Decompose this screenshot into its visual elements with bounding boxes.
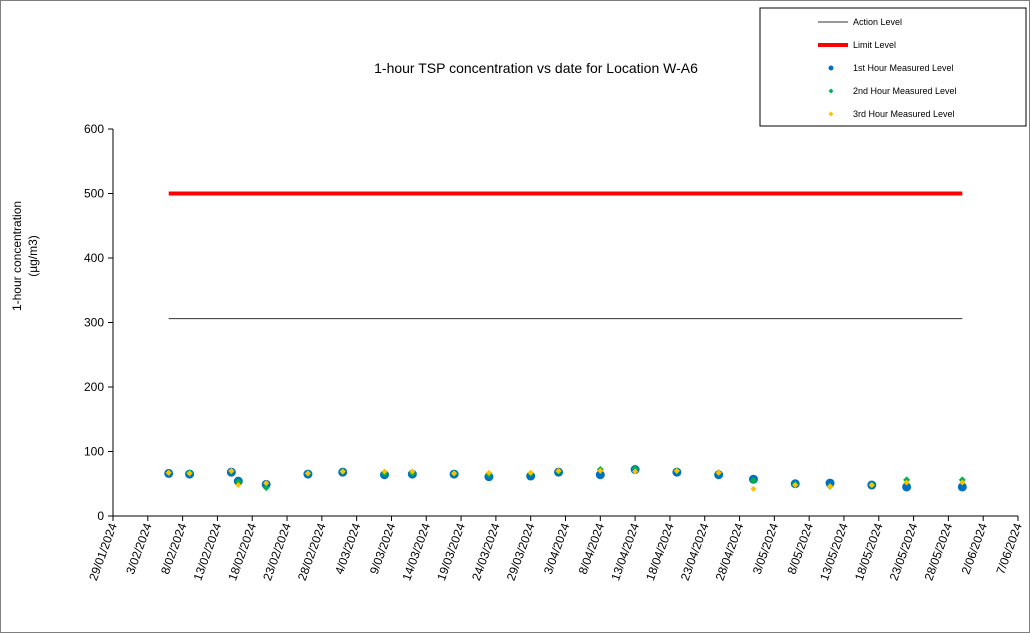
3rd-hour-measured-level-point (632, 468, 639, 475)
1st-hour-measured-level-point (595, 470, 605, 480)
y-tick-label: 100 (84, 445, 104, 459)
x-tick-label: 3/05/2024 (750, 521, 782, 576)
3rd-hour-measured-level-point (792, 482, 799, 489)
3rd-hour-measured-level-point (750, 485, 757, 492)
legend-swatch-1st-hour-measured-level (828, 65, 834, 71)
legend-swatch-3rd-hour-measured-level (828, 111, 834, 117)
x-tick-label: 9/03/2024 (367, 521, 399, 576)
legend: Action Level Limit Level 1st Hour Measured… (759, 7, 1027, 127)
y-tick-label: 300 (84, 316, 104, 330)
3rd-hour-measured-level-point (673, 467, 680, 474)
x-axis-ticks: 29/01/2024 3/02/2024 8/02/2024 13/02/2024 18… (86, 516, 1025, 582)
x-tick-label: 23/04/2024 (678, 521, 712, 583)
x-tick-label: 18/05/2024 (852, 521, 886, 583)
x-tick-label: 19/03/2024 (434, 521, 468, 583)
legend-label-action-level: Action Level (853, 17, 902, 27)
x-tick-label: 24/03/2024 (469, 521, 503, 583)
x-tick-label: 3/02/2024 (123, 521, 155, 576)
3rd-hour-measured-level-point (186, 470, 193, 477)
chart-title: 1-hour TSP concentration vs date for Loc… (374, 60, 698, 76)
y-axis-ticks: 0 100 200 300 400 500 600 (84, 122, 113, 523)
3rd-hour-measured-level-point (228, 467, 235, 474)
x-tick-label: 23/02/2024 (260, 521, 294, 583)
3rd-hour-measured-level-point (409, 468, 416, 475)
y-tick-label: 400 (84, 251, 104, 265)
1st-hour-measured-level-point (902, 482, 912, 492)
x-tick-label: 28/05/2024 (922, 521, 956, 583)
x-tick-label: 29/01/2024 (86, 521, 120, 583)
legend-swatch-2nd-hour-measured-level (828, 88, 834, 94)
legend-label-limit-level: Limit Level (853, 40, 896, 50)
legend-box (759, 7, 1027, 127)
y-tick-label: 200 (84, 380, 104, 394)
3rd-hour-measured-level-point (235, 482, 242, 489)
legend-label-1st-hour-measured-level: 1st Hour Measured Level (853, 63, 954, 73)
3rd-hour-measured-level-point (715, 469, 722, 476)
level-lines (168, 191, 963, 320)
3rd-hour-measured-level-point (868, 482, 875, 489)
x-tick-label: 18/02/2024 (225, 521, 259, 583)
x-tick-label: 8/05/2024 (785, 521, 817, 576)
x-tick-label: 29/03/2024 (504, 521, 538, 583)
3rd-hour-measured-level-point (304, 470, 311, 477)
3rd-hour-measured-level-point (555, 467, 562, 474)
3rd-hour-measured-level-point (451, 470, 458, 477)
y-tick-label: 600 (84, 122, 104, 136)
x-tick-label: 13/02/2024 (191, 521, 225, 583)
x-tick-label: 4/03/2024 (332, 521, 364, 576)
x-tick-label: 7/06/2024 (993, 521, 1025, 576)
y-axis-label-line-2: (µg/m3) (26, 235, 40, 277)
y-tick-label: 0 (97, 509, 104, 523)
3rd-hour-measured-level-point (827, 483, 834, 490)
x-tick-label: 23/05/2024 (887, 521, 921, 583)
x-tick-label: 8/04/2024 (576, 521, 608, 576)
x-tick-label: 28/02/2024 (295, 521, 329, 583)
x-tick-label: 13/04/2024 (608, 521, 642, 583)
3rd-hour-measured-level-point (485, 469, 492, 476)
3rd-hour-measured-level-point (339, 468, 346, 475)
2nd-hour-measured-level-point (234, 478, 242, 486)
3rd-hour-measured-level-point (903, 479, 910, 486)
3rd-hour-measured-level-point (263, 480, 270, 487)
x-tick-label: 8/02/2024 (158, 521, 190, 576)
x-tick-label: 3/04/2024 (541, 521, 573, 576)
y-tick-label: 500 (84, 187, 104, 201)
y-axis-label-line-1: 1-hour concentration (10, 201, 24, 311)
x-tick-label: 2/06/2024 (959, 521, 991, 576)
2nd-hour-measured-level-point (749, 477, 757, 485)
legend-label-2nd-hour-measured-level: 2nd Hour Measured Level (853, 86, 957, 96)
axes (112, 129, 1018, 517)
3rd-hour-measured-level-point (527, 469, 534, 476)
3rd-hour-measured-level-point (959, 479, 966, 486)
x-tick-label: 28/04/2024 (713, 521, 747, 583)
1st-hour-measured-level-point (957, 482, 967, 492)
3rd-hour-measured-level-point (597, 467, 604, 474)
2nd-hour-measured-level-point (262, 484, 270, 492)
legend-label-3rd-hour-measured-level: 3rd Hour Measured Level (853, 109, 955, 119)
x-tick-label: 18/04/2024 (643, 521, 677, 583)
x-tick-label: 14/03/2024 (399, 521, 433, 583)
3rd-hour-measured-level-point (381, 468, 388, 475)
measured-points (164, 465, 967, 492)
x-tick-label: 13/05/2024 (817, 521, 851, 583)
3rd-hour-measured-level-point (165, 469, 172, 476)
